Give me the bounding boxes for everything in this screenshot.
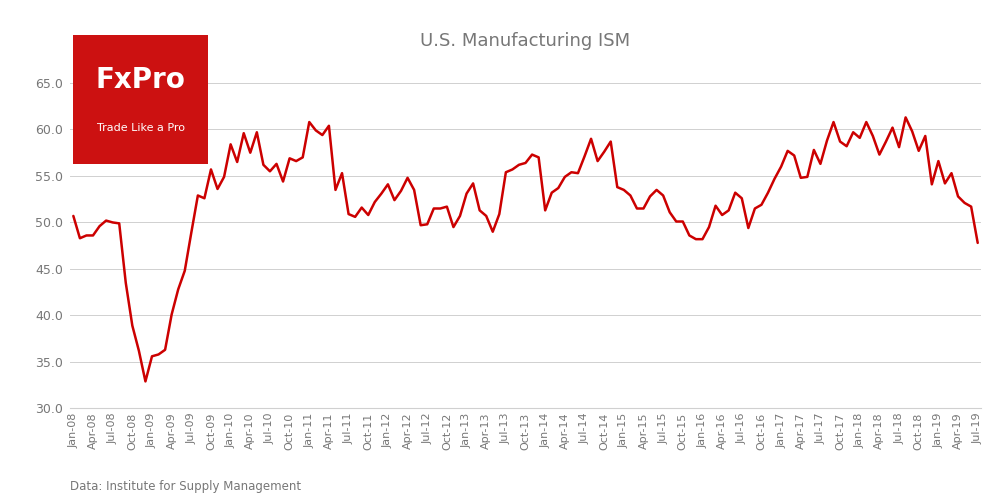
FancyBboxPatch shape <box>73 35 208 164</box>
Title: U.S. Manufacturing ISM: U.S. Manufacturing ISM <box>420 32 631 50</box>
Text: FxPro: FxPro <box>96 66 185 94</box>
Text: Data: Institute for Supply Management: Data: Institute for Supply Management <box>70 480 301 493</box>
Text: Trade Like a Pro: Trade Like a Pro <box>97 123 184 133</box>
